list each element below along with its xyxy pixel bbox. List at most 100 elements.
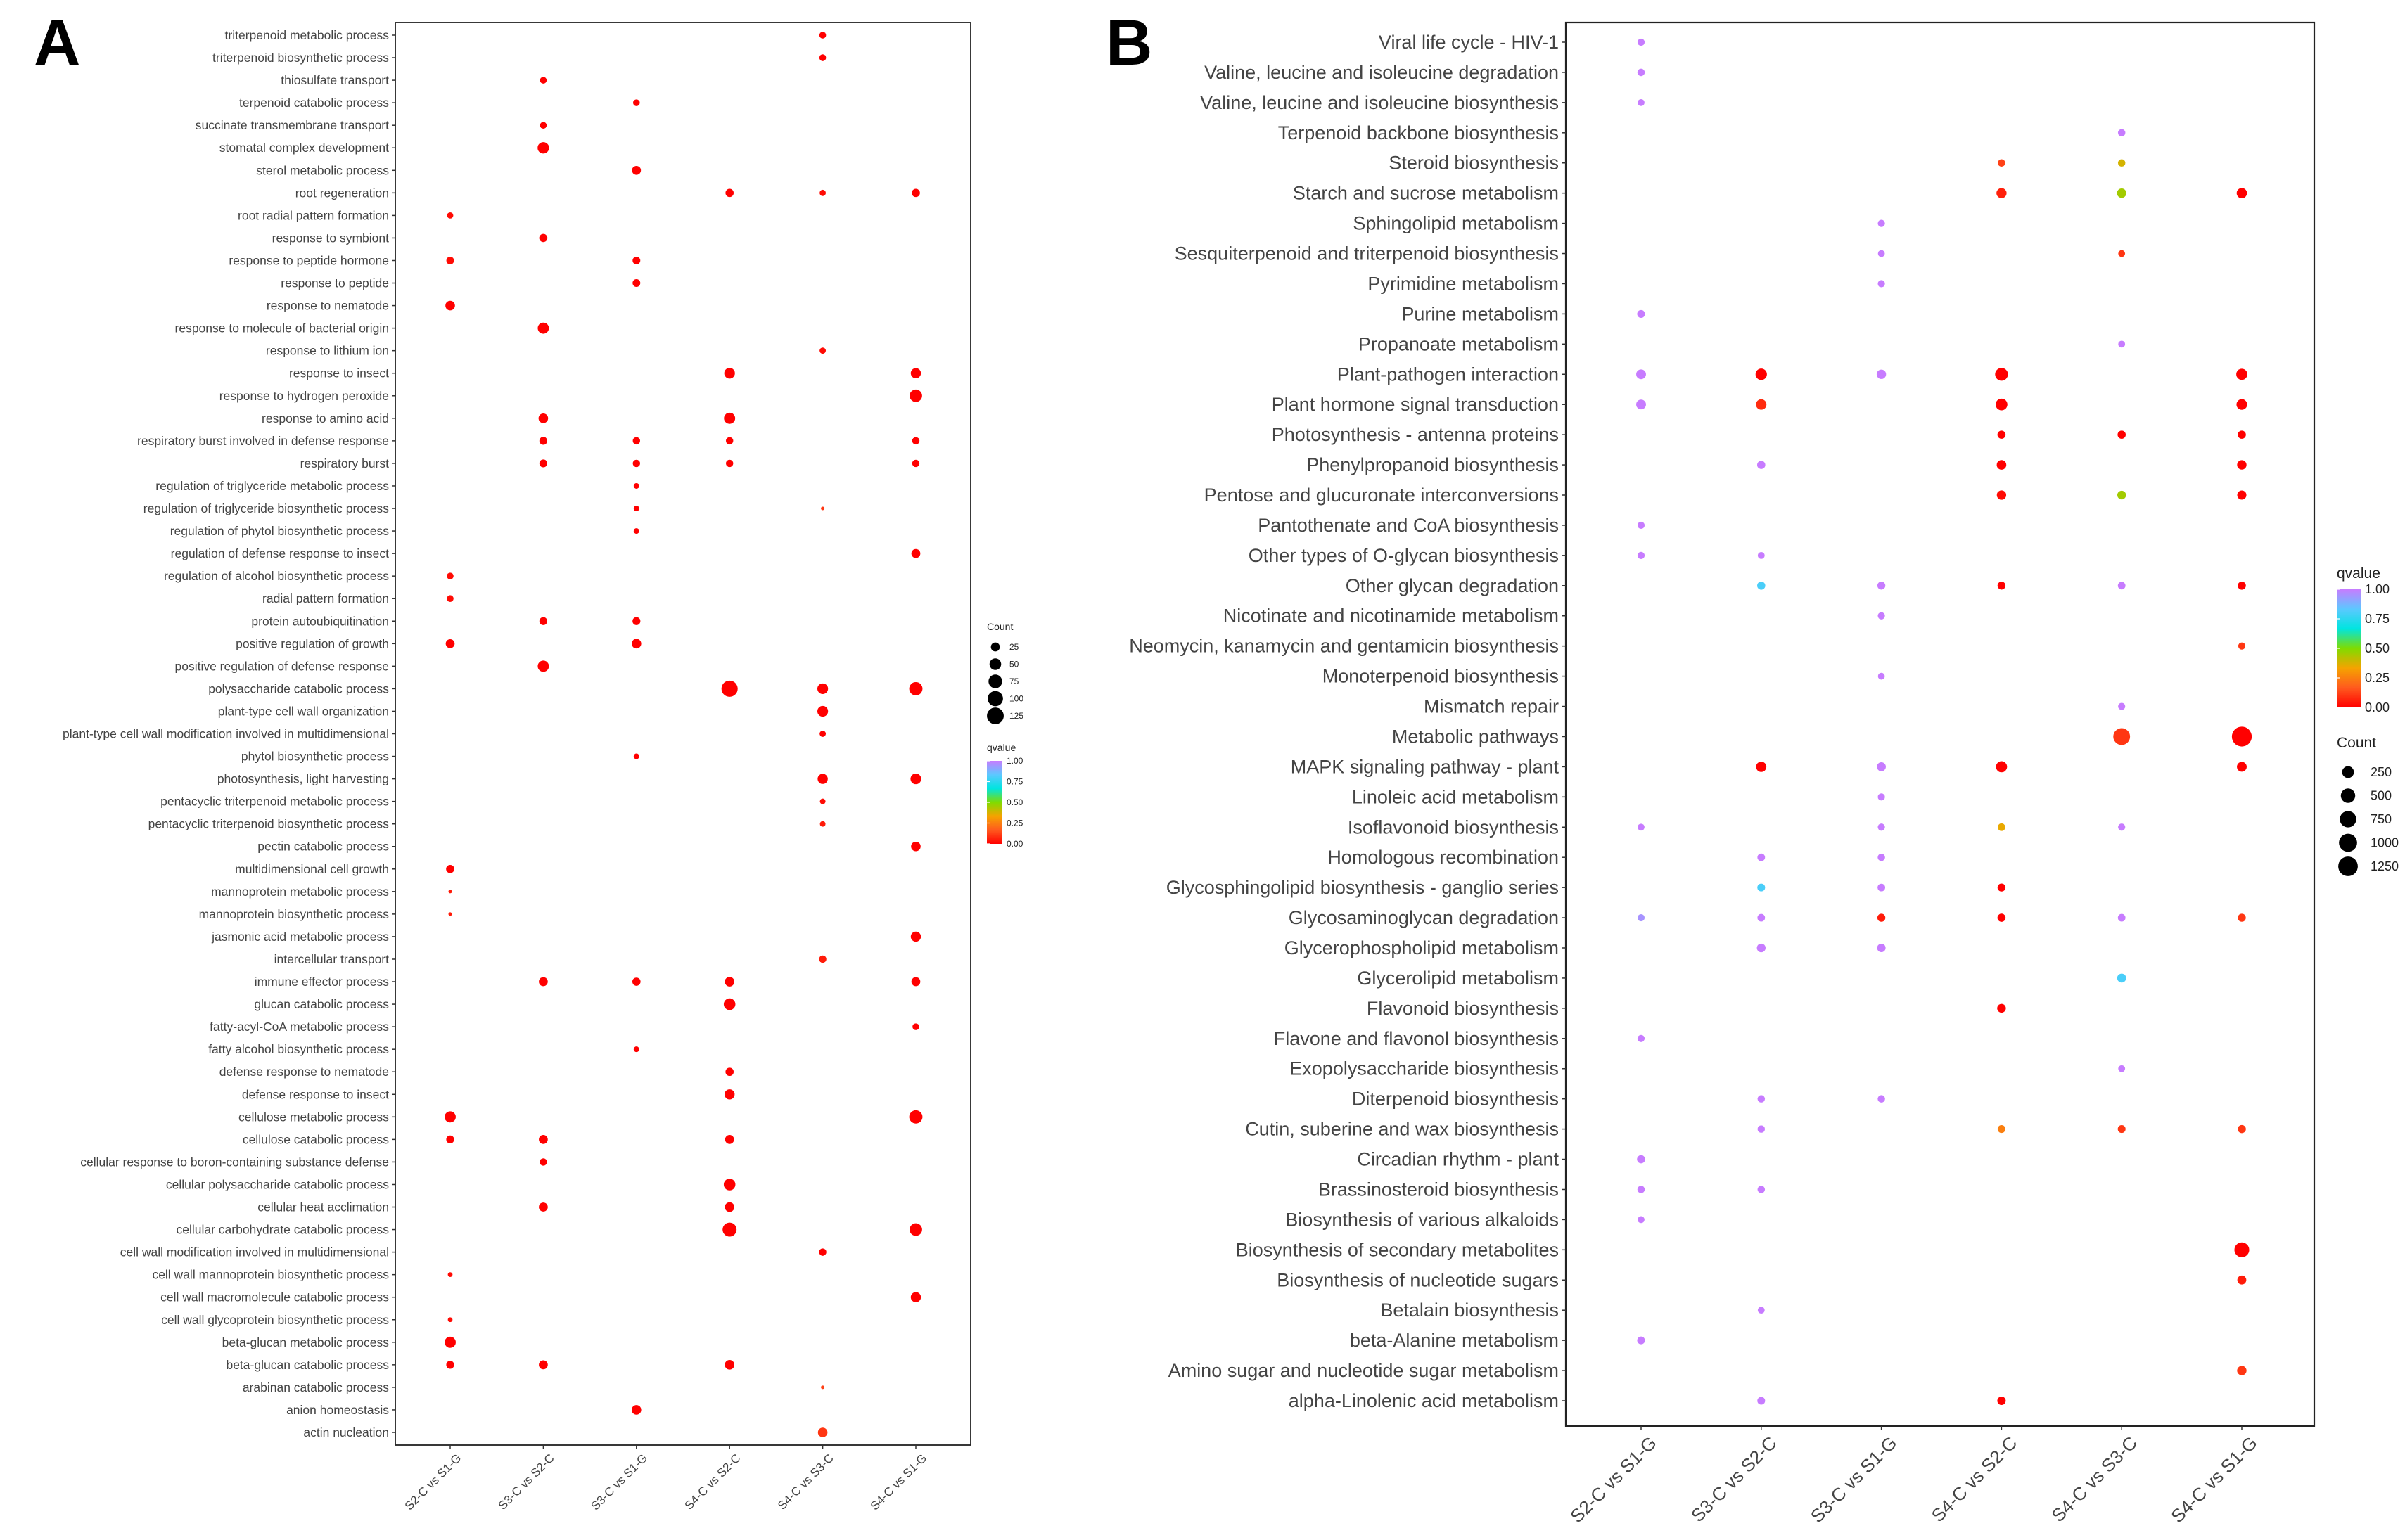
data-point	[540, 1158, 547, 1166]
data-point	[911, 548, 921, 558]
color-legend-label: 0.25	[1007, 819, 1023, 828]
y-tick-label: Flavonoid biosynthesis	[1367, 998, 1559, 1019]
data-point	[1996, 490, 2007, 500]
y-tick-label: positive regulation of growth	[236, 636, 389, 650]
size-legend-key	[2340, 788, 2356, 803]
data-point	[1756, 943, 1766, 953]
y-tick-label: Betalain biosynthesis	[1380, 1300, 1559, 1321]
size-legend-label: 50	[1009, 660, 1019, 669]
data-point	[912, 188, 920, 198]
y-tick-label: Valine, leucine and isoleucine biosynthe…	[1200, 92, 1559, 113]
data-point	[446, 864, 454, 873]
data-point	[1756, 399, 1767, 410]
data-point	[632, 437, 641, 445]
data-point	[725, 459, 734, 468]
data-point	[632, 617, 641, 625]
color-legend-bar	[987, 761, 1002, 844]
data-point	[1877, 612, 1885, 620]
data-point	[1877, 1095, 1885, 1103]
data-point	[1997, 582, 2006, 590]
data-point	[632, 165, 642, 175]
data-point	[819, 731, 827, 737]
y-tick-label: respiratory burst	[300, 456, 390, 470]
data-point	[817, 1427, 828, 1437]
size-legend-key	[2339, 833, 2357, 852]
y-tick-label: actin nucleation	[303, 1425, 389, 1439]
y-tick-label: cell wall glycoprotein biosynthetic proc…	[161, 1313, 389, 1327]
data-point	[2117, 188, 2126, 198]
data-point	[821, 506, 825, 511]
y-tick-label: response to insect	[289, 366, 389, 380]
color-legend-title: qvalue	[987, 742, 1016, 753]
data-point	[1997, 1003, 2006, 1013]
data-point	[539, 617, 548, 625]
y-tick-label: Linoleic acid metabolism	[1352, 786, 1559, 807]
data-point	[1757, 883, 1766, 892]
data-point	[819, 1248, 827, 1256]
data-point	[911, 841, 921, 852]
data-point	[537, 142, 549, 154]
data-point	[2118, 250, 2126, 257]
y-tick-label: protein autoubiquitination	[251, 614, 389, 628]
y-tick-label: Valine, leucine and isoleucine degradati…	[1204, 62, 1559, 83]
y-tick-label: Photosynthesis - antenna proteins	[1272, 424, 1559, 445]
y-tick-label: arabinan catabolic process	[243, 1380, 389, 1394]
y-tick-label: Viral life cycle - HIV-1	[1379, 32, 1559, 53]
data-point	[633, 528, 639, 534]
data-point	[817, 683, 829, 694]
y-tick-label: regulation of triglyceride metabolic pro…	[155, 479, 389, 493]
data-point	[445, 1336, 456, 1348]
y-tick-label: Phenylpropanoid biosynthesis	[1306, 454, 1559, 475]
y-tick-label: Pentose and glucuronate interconversions	[1204, 485, 1559, 506]
y-tick-label: positive regulation of defense response	[174, 659, 389, 673]
data-point	[1997, 883, 2006, 892]
data-point	[910, 1223, 922, 1236]
data-point	[1995, 368, 2008, 381]
y-tick-label: plant-type cell wall organization	[218, 704, 389, 718]
data-point	[632, 459, 641, 468]
data-point	[1757, 1095, 1766, 1103]
data-point	[1757, 913, 1766, 922]
data-point	[722, 1222, 737, 1237]
y-tick-label: Biosynthesis of various alkaloids	[1285, 1209, 1559, 1230]
data-point	[819, 54, 827, 61]
data-point	[1637, 38, 1645, 46]
y-tick-label: defense response to insect	[242, 1087, 389, 1101]
y-tick-label: Pyrimidine metabolism	[1367, 273, 1559, 294]
color-legend-bar	[2337, 589, 2361, 707]
y-tick-label: glucan catabolic process	[254, 997, 389, 1011]
y-tick-label: Sesquiterpenoid and triterpenoid biosynt…	[1175, 243, 1559, 264]
y-tick-label: pectin catabolic process	[257, 840, 389, 854]
data-point	[819, 798, 826, 804]
data-point	[912, 1023, 919, 1030]
data-point	[633, 506, 639, 512]
data-point	[721, 680, 738, 697]
data-point	[2118, 702, 2126, 710]
y-tick-label: cellular response to boron-containing su…	[80, 1155, 389, 1169]
data-point	[633, 482, 639, 489]
color-legend-label: 0.75	[2365, 612, 2390, 626]
data-point	[632, 279, 641, 288]
y-tick-label: cellular heat acclimation	[257, 1200, 389, 1214]
y-tick-label: Glycosphingolipid biosynthesis - ganglio…	[1166, 877, 1559, 898]
data-point	[911, 977, 921, 987]
data-point	[2237, 1275, 2247, 1285]
size-legend-key	[989, 658, 1002, 670]
y-tick-label: Plant hormone signal transduction	[1272, 394, 1559, 415]
data-point	[1757, 582, 1766, 590]
data-point	[1637, 1155, 1645, 1164]
data-point	[1757, 853, 1766, 861]
y-tick-label: fatty-acyl-CoA metabolic process	[210, 1020, 389, 1034]
data-point	[1637, 1186, 1645, 1193]
data-point	[539, 1202, 548, 1212]
y-tick-label: Plant-pathogen interaction	[1337, 364, 1559, 385]
y-tick-label: response to lithium ion	[266, 344, 389, 358]
data-point	[633, 99, 640, 106]
data-point	[2238, 913, 2246, 922]
data-point	[1636, 399, 1646, 410]
data-point	[1876, 369, 1887, 379]
data-point	[2118, 340, 2126, 348]
size-legend-key	[2340, 811, 2356, 828]
color-legend-label: 0.50	[2365, 641, 2390, 655]
